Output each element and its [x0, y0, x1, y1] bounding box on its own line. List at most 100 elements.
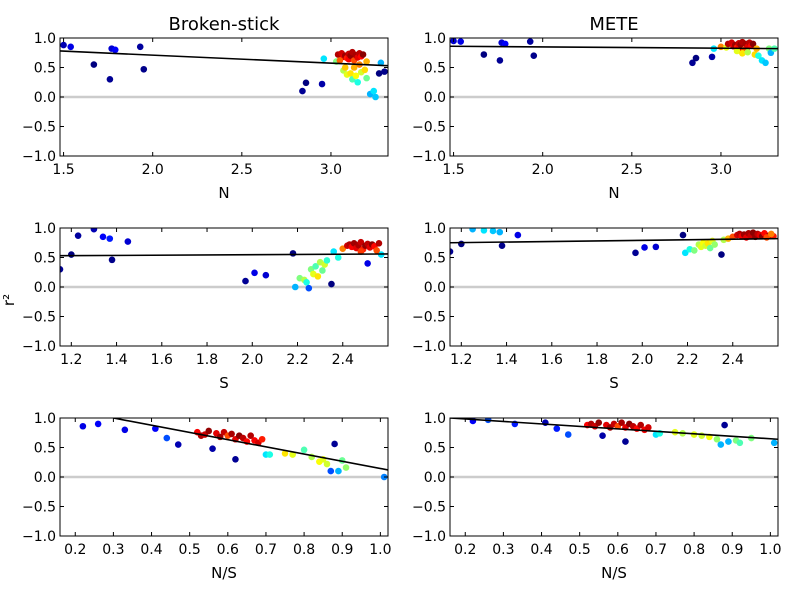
y-tick-label: 1.0 [424, 411, 446, 427]
data-point [281, 450, 289, 457]
data-point [79, 422, 87, 430]
data-point [330, 248, 338, 255]
y-tick-label: 1.0 [34, 221, 56, 237]
x-tick-label: 0.7 [255, 542, 277, 558]
panel-4: 1.2 1.4 1.6 1.8 2.0 2.2 2.4 1.0 0.5 0.0 −0.5 −1.0 S [412, 221, 779, 392]
y-tick-label: −1.0 [412, 149, 446, 165]
y-tick-label: 0.5 [34, 441, 56, 457]
data-point [681, 249, 689, 257]
panel-1: 1.5 2.0 2.5 3.0 1.0 0.5 0.0 −0.5 −1.0 N Broken-sti… [22, 14, 389, 202]
data-point [526, 38, 534, 45]
data-point [336, 57, 344, 64]
x-tick-label: 1.2 [450, 352, 472, 368]
data-point [733, 47, 741, 55]
data-point [679, 231, 687, 239]
data-point [121, 426, 129, 434]
data-point [496, 57, 504, 64]
x-tick-label: 2.2 [286, 352, 308, 368]
x-tick-label: 0.2 [454, 542, 476, 558]
fit-line [113, 418, 388, 471]
x-tick-label: 1.2 [60, 352, 82, 368]
data-point [74, 232, 82, 239]
x-tick-label: 1.5 [442, 162, 464, 178]
data-point [335, 467, 342, 475]
y-tick-label: −0.5 [22, 310, 56, 326]
y-tick-label: 0.0 [424, 90, 446, 106]
data-point [469, 228, 476, 233]
fit-line [60, 253, 388, 257]
panel-title: Broken-stick [169, 14, 280, 35]
data-point [318, 80, 326, 88]
data-point [361, 66, 369, 74]
data-point [480, 51, 488, 58]
data-point [721, 421, 728, 429]
data-point [303, 278, 310, 286]
y-tick-label: 1.0 [34, 31, 56, 47]
data-point [359, 51, 367, 58]
data-point [770, 439, 778, 447]
y-tick-label: −1.0 [22, 529, 56, 545]
y-tick-label: −0.5 [412, 500, 446, 516]
data-point [637, 421, 644, 429]
x-tick-label: 1.8 [586, 352, 608, 368]
data-point [124, 238, 132, 245]
data-point [174, 441, 182, 448]
y-tick-label: −1.0 [22, 149, 56, 165]
x-tick-label: 2.0 [631, 352, 653, 368]
y-tick-label: 0.0 [34, 90, 56, 106]
x-tick-label: 1.8 [196, 352, 218, 368]
x-tick-label: 1.6 [541, 352, 563, 368]
y-tick-label: −1.0 [22, 339, 56, 355]
panel-6: 0.2 0.3 0.4 0.5 0.6 0.7 0.8 0.9 1.0 1.0 0.5 0.0 −0.5… [412, 411, 782, 582]
x-tick-label: 2.5 [621, 162, 643, 178]
x-tick-label: 0.3 [102, 542, 124, 558]
x-tick-label: 0.4 [530, 542, 552, 558]
data-point [68, 251, 75, 258]
x-tick-label: 0.8 [293, 542, 315, 558]
data-point [364, 260, 371, 267]
data-point [706, 244, 714, 252]
data-point [323, 257, 331, 264]
data-point [60, 41, 67, 49]
data-point [347, 70, 354, 77]
data-point [136, 43, 144, 51]
data-point [717, 441, 725, 448]
data-point [228, 430, 235, 438]
data-point [90, 228, 98, 233]
y-tick-label: 1.0 [424, 31, 446, 47]
x-axis-label: S [609, 374, 619, 392]
data-point [328, 280, 335, 288]
data-point [501, 40, 509, 48]
data-point [375, 240, 383, 247]
y-tick-label: −1.0 [412, 529, 446, 545]
x-axis-label: N [218, 184, 229, 202]
y-tick-label: 0.5 [424, 251, 446, 267]
x-tick-label: 0.2 [64, 542, 86, 558]
data-point [209, 445, 216, 452]
data-point [357, 238, 365, 246]
data-point [708, 53, 716, 61]
data-point [319, 267, 326, 274]
data-point [357, 248, 365, 255]
x-tick-label: 0.6 [607, 542, 629, 558]
data-point [312, 263, 319, 270]
y-tick-label: 0.5 [424, 61, 446, 77]
data-point [618, 419, 625, 427]
data-point [652, 243, 660, 251]
x-tick-label: 2.2 [676, 352, 698, 368]
y-tick-label: 0.5 [424, 441, 446, 457]
fit-line [450, 418, 778, 441]
data-point [689, 59, 696, 67]
data-point [354, 78, 361, 86]
data-point [498, 242, 506, 249]
y-tick-label: 0.0 [34, 280, 56, 296]
data-point [205, 427, 213, 435]
data-point [99, 233, 107, 241]
data-point [291, 283, 299, 291]
data-point [242, 277, 249, 285]
y-tick-label: −1.0 [412, 339, 446, 355]
x-tick-label: 0.5 [569, 542, 591, 558]
data-point [725, 438, 732, 445]
data-point [258, 435, 266, 443]
x-tick-label: 2.4 [332, 352, 354, 368]
